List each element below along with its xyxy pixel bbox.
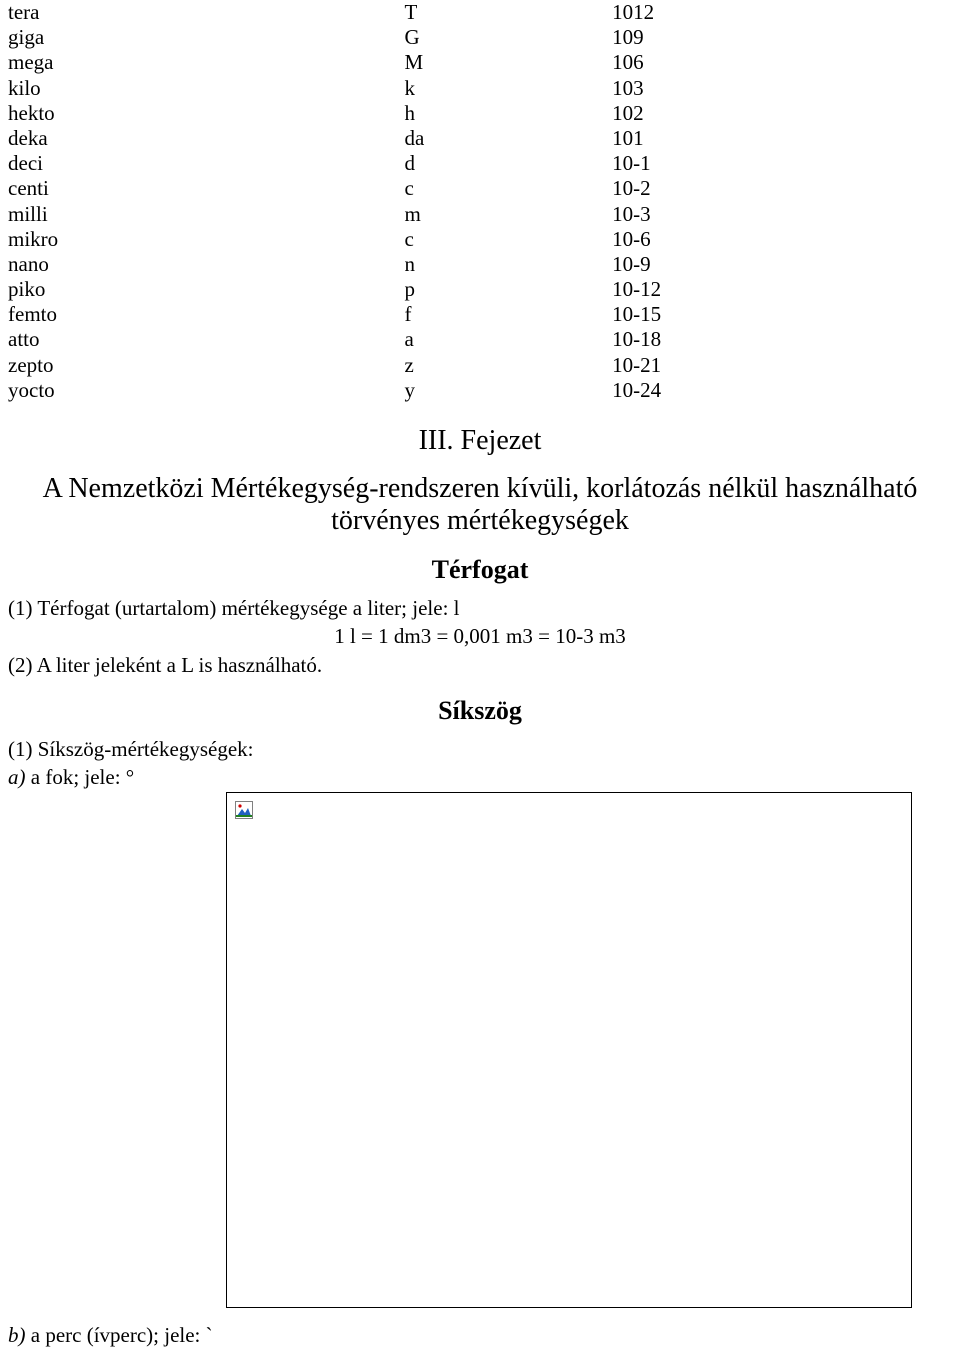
angle-item-a: a) a fok; jele: °	[8, 764, 952, 790]
prefix-value: 106	[612, 50, 952, 75]
prefix-name: centi	[8, 176, 404, 201]
prefix-symbol: h	[404, 101, 612, 126]
prefix-value: 10-18	[612, 327, 952, 352]
prefix-value: 10-15	[612, 302, 952, 327]
missing-image-placeholder	[226, 792, 912, 1308]
prefix-value: 101	[612, 126, 952, 151]
prefix-value: 1012	[612, 0, 952, 25]
angle-heading: Síkszög	[8, 696, 952, 726]
prefix-name: kilo	[8, 76, 404, 101]
prefix-value: 103	[612, 76, 952, 101]
prefix-symbol: da	[404, 126, 612, 151]
table-row: mikroc10-6	[8, 227, 952, 252]
prefix-symbol: n	[404, 252, 612, 277]
section-heading: A Nemzetközi Mértékegység-rendszeren kív…	[8, 473, 952, 537]
section-line-2: törvényes mértékegységek	[331, 505, 629, 536]
broken-image-icon	[235, 801, 253, 819]
prefix-symbol: c	[404, 176, 612, 201]
prefix-name: deci	[8, 151, 404, 176]
prefix-name: milli	[8, 202, 404, 227]
angle-item-b: b) a perc (ívperc); jele: `	[8, 1322, 952, 1348]
volume-paragraph-2: (2) A liter jeleként a L is használható.	[8, 652, 952, 678]
prefix-value: 10-9	[612, 252, 952, 277]
prefix-value: 109	[612, 25, 952, 50]
prefix-name: tera	[8, 0, 404, 25]
table-row: kilok103	[8, 76, 952, 101]
prefix-symbol: f	[404, 302, 612, 327]
table-row: nanon10-9	[8, 252, 952, 277]
angle-item-a-text: a fok; jele: °	[26, 765, 135, 789]
prefix-value: 10-6	[612, 227, 952, 252]
table-row: megaM106	[8, 50, 952, 75]
table-row: zeptoz10-21	[8, 353, 952, 378]
angle-item-b-text: a perc (ívperc); jele: `	[26, 1323, 213, 1347]
prefix-name: atto	[8, 327, 404, 352]
volume-paragraph-1: (1) Térfogat (urtartalom) mértékegysége …	[8, 595, 952, 621]
prefix-symbol: k	[404, 76, 612, 101]
table-row: pikop10-12	[8, 277, 952, 302]
prefix-name: piko	[8, 277, 404, 302]
prefix-symbol: z	[404, 353, 612, 378]
angle-item-b-prefix: b)	[8, 1323, 26, 1347]
prefix-symbol: T	[404, 0, 612, 25]
prefix-name: femto	[8, 302, 404, 327]
prefix-value: 10-1	[612, 151, 952, 176]
prefix-symbol: G	[404, 25, 612, 50]
angle-paragraph-1: (1) Síkszög-mértékegységek:	[8, 736, 952, 762]
prefix-value: 10-21	[612, 353, 952, 378]
prefix-symbol: a	[404, 327, 612, 352]
volume-formula: 1 l = 1 dm3 = 0,001 m3 = 10-3 m3	[8, 623, 952, 649]
prefix-symbol: M	[404, 50, 612, 75]
table-row: dekada101	[8, 126, 952, 151]
prefix-symbol: m	[404, 202, 612, 227]
prefix-value: 10-12	[612, 277, 952, 302]
prefix-name: yocto	[8, 378, 404, 403]
table-row: hektoh102	[8, 101, 952, 126]
volume-heading: Térfogat	[8, 555, 952, 585]
table-row: teraT1012	[8, 0, 952, 25]
table-row: yoctoy10-24	[8, 378, 952, 403]
angle-item-a-prefix: a)	[8, 765, 26, 789]
prefix-name: deka	[8, 126, 404, 151]
table-row: femtof10-15	[8, 302, 952, 327]
prefix-symbol: d	[404, 151, 612, 176]
prefix-name: mikro	[8, 227, 404, 252]
prefix-value: 10-2	[612, 176, 952, 201]
prefix-value: 10-3	[612, 202, 952, 227]
section-line-1: A Nemzetközi Mértékegység-rendszeren kív…	[43, 473, 918, 504]
table-row: centic10-2	[8, 176, 952, 201]
prefix-name: hekto	[8, 101, 404, 126]
table-row: attoa10-18	[8, 327, 952, 352]
chapter-heading: III. Fejezet	[8, 425, 952, 457]
prefix-symbol: c	[404, 227, 612, 252]
si-prefix-table: teraT1012gigaG109megaM106kilok103hektoh1…	[8, 0, 952, 403]
table-row: gigaG109	[8, 25, 952, 50]
prefix-name: giga	[8, 25, 404, 50]
prefix-symbol: p	[404, 277, 612, 302]
prefix-symbol: y	[404, 378, 612, 403]
prefix-value: 102	[612, 101, 952, 126]
prefix-name: nano	[8, 252, 404, 277]
table-row: decid10-1	[8, 151, 952, 176]
prefix-name: mega	[8, 50, 404, 75]
prefix-value: 10-24	[612, 378, 952, 403]
prefix-name: zepto	[8, 353, 404, 378]
table-row: millim10-3	[8, 202, 952, 227]
